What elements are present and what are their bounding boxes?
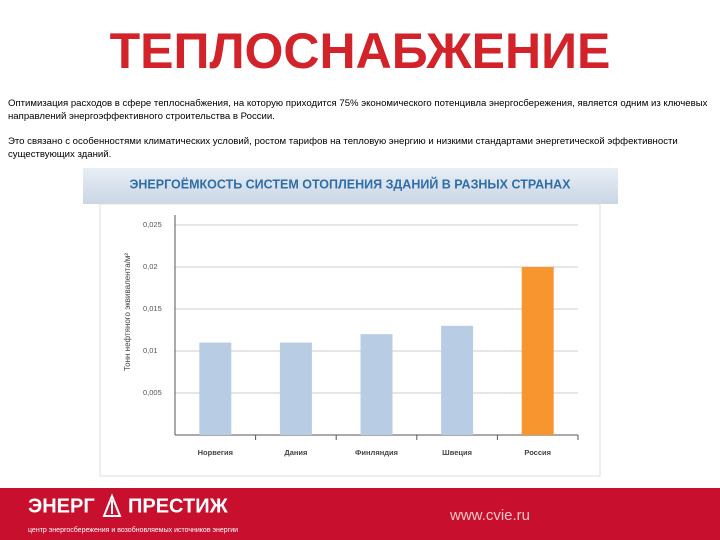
chart-title: ЭНЕРГОЁМКОСТЬ СИСТЕМ ОТОПЛЕНИЯ ЗДАНИЙ В … [129,176,571,191]
x-tick-label: Швеция [442,448,472,457]
chart-header [83,168,618,204]
y-tick-label: 0,02 [143,262,158,271]
plot-frame [99,203,601,477]
x-tick-label: Россия [524,448,551,457]
tagline: центр энергосбережения и возобновляемых … [28,526,238,534]
x-tick-label: Дания [284,448,307,457]
bar [441,325,474,435]
bar [199,342,232,435]
logo-icon [102,493,122,517]
url: www.cvie.ru [449,507,530,524]
x-tick-label: Норвегия [198,448,233,457]
paragraph: Это связано с особенностями климатически… [8,136,678,160]
logo-right: ПРЕСТИЖ [128,495,229,517]
bar [521,267,554,435]
y-tick-label: 0,015 [143,304,162,313]
y-tick-label: 0,025 [143,220,162,229]
x-tick-label: Финляндия [355,448,398,457]
y-axis-label: Тонн нефтяного эквивалента/м² [123,253,132,372]
bar [360,334,393,435]
bar [279,342,312,435]
slide-title: ТЕПЛОСНАБЖЕНИЕ [109,23,611,79]
paragraph: Оптимизация расходов в сфере теплоснабже… [8,98,708,122]
y-tick-label: 0,01 [143,346,158,355]
logo-left: ЭНЕРГ [28,495,95,517]
y-tick-label: 0,005 [143,388,162,397]
